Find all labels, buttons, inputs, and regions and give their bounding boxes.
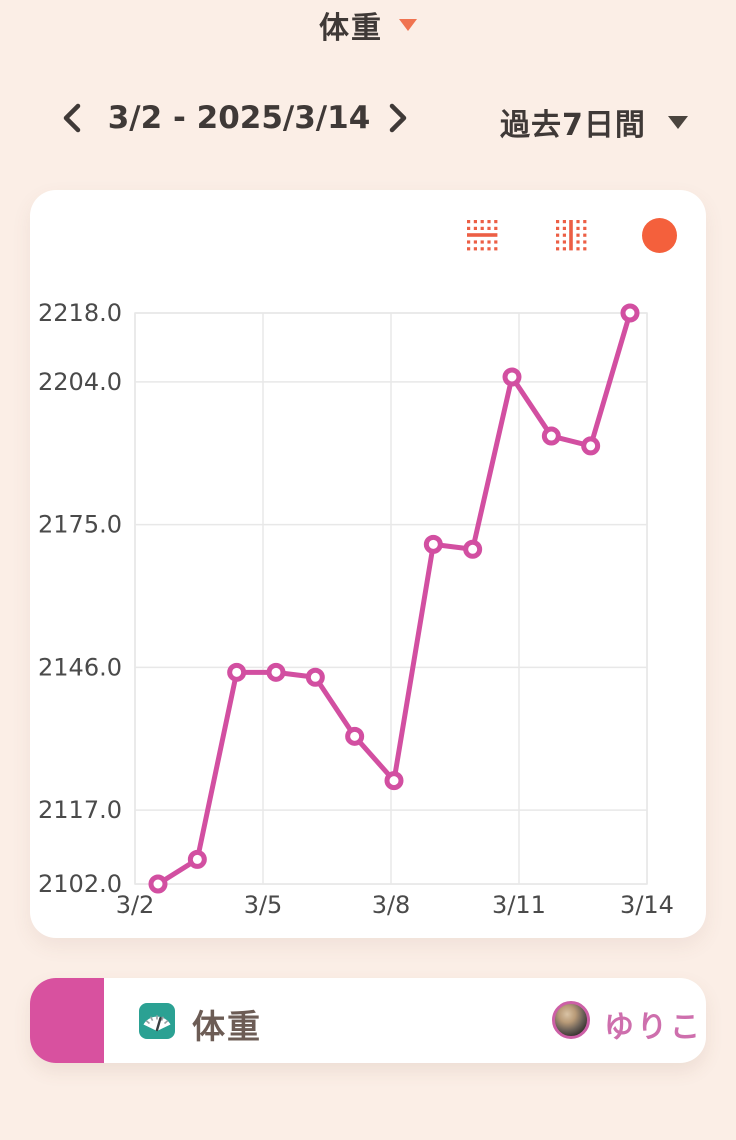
data-point-marker[interactable] — [581, 436, 601, 456]
grid-dot — [494, 220, 498, 224]
title-dropdown-icon[interactable] — [399, 19, 417, 31]
y-tick-label: 2146.0 — [38, 653, 122, 681]
grid-dot — [562, 247, 566, 251]
next-period-button[interactable] — [380, 100, 416, 136]
grid-dot — [562, 240, 566, 244]
grid-dot — [487, 240, 491, 244]
y-tick-label: 2204.0 — [38, 368, 122, 396]
series-color-dot[interactable] — [642, 218, 677, 253]
data-point-marker[interactable] — [384, 771, 404, 791]
data-point-marker[interactable] — [305, 667, 325, 687]
prev-period-button[interactable] — [54, 100, 90, 136]
data-point-marker[interactable] — [502, 367, 522, 387]
grid-dot — [556, 220, 560, 224]
grid-dot — [562, 233, 566, 237]
grid-dot — [583, 233, 587, 237]
data-point-marker[interactable] — [345, 726, 365, 746]
data-point-marker[interactable] — [227, 662, 247, 682]
period-dropdown-icon — [667, 115, 688, 129]
metric-color-block — [30, 978, 104, 1063]
grid-dot — [467, 220, 471, 224]
data-point-marker[interactable] — [620, 303, 640, 323]
grid-dot — [576, 220, 580, 224]
grid-dot — [494, 226, 498, 230]
data-point-marker[interactable] — [541, 426, 561, 446]
y-tick-label: 2218.0 — [38, 299, 122, 327]
data-point-marker[interactable] — [463, 539, 483, 559]
grid-dot — [583, 247, 587, 251]
metric-row[interactable]: 体重 ゆりこ — [30, 978, 706, 1063]
grid-dot — [556, 247, 560, 251]
grid-dot — [562, 220, 566, 224]
weight-line-chart: 2102.0 2117.0 2146.0 2175.0 2204.0 2218.0 3/2 3… — [38, 299, 674, 919]
user-name: ゆりこ — [604, 1010, 703, 1045]
header: 体重 — [0, 0, 736, 50]
grid-dot — [473, 247, 477, 251]
data-point-marker[interactable] — [148, 874, 168, 894]
grid-dot — [487, 247, 491, 251]
x-tick-label: 3/2 — [116, 891, 155, 919]
user-avatar — [552, 1001, 590, 1039]
data-point-marker[interactable] — [423, 534, 443, 554]
y-tick-label: 2175.0 — [38, 511, 122, 539]
x-tick-label: 3/14 — [620, 891, 674, 919]
grid-dot — [467, 240, 471, 244]
grid-dot — [583, 226, 587, 230]
date-range-label: 3/2 - 2025/3/14 — [107, 100, 371, 136]
grid-dot — [494, 240, 498, 244]
grid-dot — [556, 233, 560, 237]
grid-dot — [576, 247, 580, 251]
horizontal-gridlines-icon[interactable] — [466, 219, 498, 252]
grid-dot — [576, 226, 580, 230]
period-selector[interactable]: 過去7日間 — [500, 100, 710, 144]
grid-dot — [487, 220, 491, 224]
grid-bar — [569, 220, 573, 251]
grid-dot — [480, 226, 484, 230]
grid-dot — [556, 240, 560, 244]
grid-dot — [576, 233, 580, 237]
grid-dot — [583, 240, 587, 244]
grid-dot — [473, 220, 477, 224]
y-tick-label: 2117.0 — [38, 796, 122, 824]
page-title: 体重 — [319, 11, 383, 46]
y-tick-label: 2102.0 — [38, 870, 122, 898]
grid-dot — [562, 226, 566, 230]
metric-label: 体重 — [192, 1007, 262, 1046]
grid-dot — [467, 247, 471, 251]
grid-dot — [473, 240, 477, 244]
chevron-right-icon — [389, 103, 407, 133]
grid-dot — [480, 240, 484, 244]
grid-dot — [494, 247, 498, 251]
series-line — [155, 310, 633, 887]
data-point-marker[interactable] — [266, 662, 286, 682]
vertical-gridlines-icon[interactable] — [555, 219, 587, 252]
x-tick-label: 3/8 — [372, 891, 411, 919]
grid-dot — [583, 220, 587, 224]
grid-dot — [487, 226, 491, 230]
plot-border — [134, 312, 648, 885]
grid-dot — [556, 226, 560, 230]
grid-dot — [480, 220, 484, 224]
grid-dot — [576, 240, 580, 244]
grid-dot — [467, 226, 471, 230]
period-label: 過去7日間 — [500, 108, 646, 143]
grid-dot — [473, 226, 477, 230]
data-point-marker[interactable] — [187, 849, 207, 869]
weight-scale-icon — [139, 1003, 175, 1039]
chart-card: 2102.0 2117.0 2146.0 2175.0 2204.0 2218.0 3/2 3… — [30, 190, 706, 938]
grid-bar — [467, 233, 498, 237]
date-nav: 3/2 - 2025/3/14 過去7日間 — [0, 92, 736, 144]
chevron-left-icon — [63, 103, 81, 133]
x-tick-label: 3/11 — [492, 891, 546, 919]
x-tick-label: 3/5 — [244, 891, 283, 919]
grid-dot — [480, 247, 484, 251]
